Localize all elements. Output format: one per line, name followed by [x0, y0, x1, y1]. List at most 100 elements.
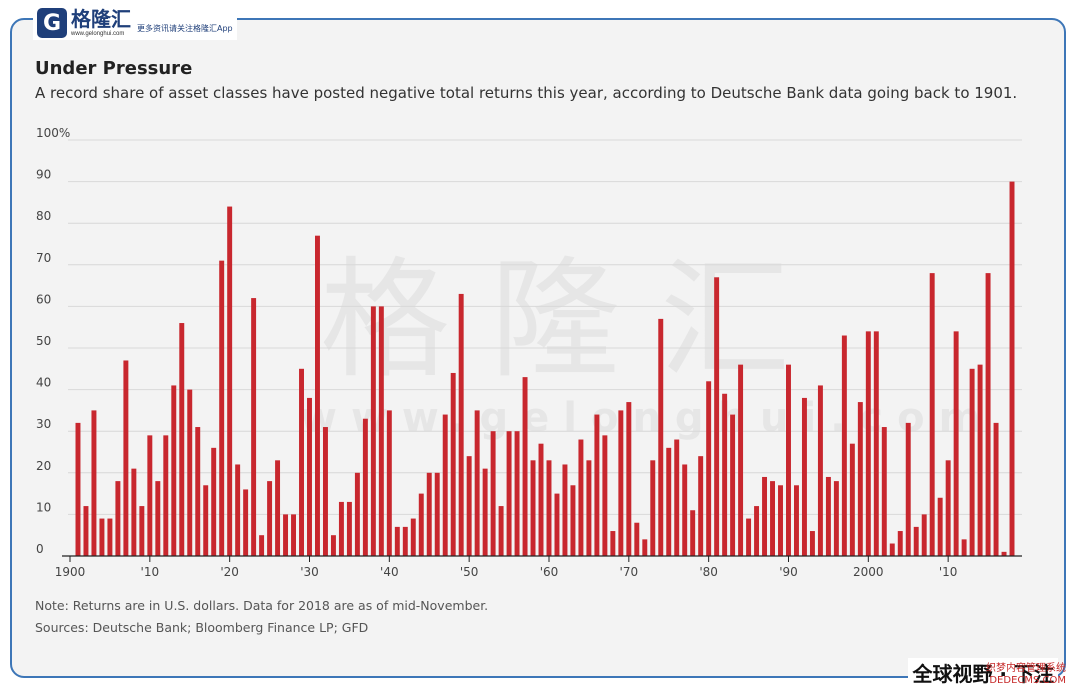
bar — [626, 402, 632, 556]
bar — [506, 431, 512, 556]
bar — [578, 439, 584, 556]
bar — [618, 410, 624, 556]
x-tick-label: '40 — [380, 565, 399, 579]
bar — [546, 460, 552, 556]
bar — [945, 460, 951, 556]
bar — [131, 468, 137, 556]
site-watermark-line-2: DEDECMS.COM — [989, 675, 1066, 686]
site-watermark: 织梦内容管理系统 DEDECMS.COM — [986, 663, 1066, 687]
bar — [219, 260, 225, 556]
bar — [921, 514, 927, 556]
bar — [211, 447, 217, 556]
y-tick-label: 90 — [36, 168, 51, 182]
y-tick-label: 50 — [36, 334, 51, 348]
bar — [833, 481, 839, 556]
bar — [402, 526, 408, 556]
bar — [434, 472, 440, 556]
footer-slogan: 全球视野 · 下注 — [908, 658, 1058, 687]
bar — [498, 506, 504, 556]
bar — [817, 385, 823, 556]
x-tick-label: '20 — [220, 565, 239, 579]
bar — [426, 472, 432, 556]
bar — [666, 447, 672, 556]
bar — [610, 531, 616, 556]
bar — [179, 323, 185, 556]
y-tick-label: 100% — [36, 126, 70, 140]
bar — [139, 506, 145, 556]
bar — [291, 514, 296, 556]
bar — [554, 493, 560, 556]
bar — [778, 485, 783, 556]
bar — [849, 443, 855, 556]
bar — [722, 393, 728, 556]
bar — [187, 389, 193, 556]
logo-url: www.gelonghui.com — [71, 31, 125, 37]
bar — [642, 539, 648, 556]
x-tick-label: '10 — [939, 565, 958, 579]
bar — [825, 476, 831, 556]
bar — [107, 518, 113, 556]
y-tick-label: 10 — [36, 500, 51, 514]
y-tick-label: 70 — [36, 251, 51, 265]
bar — [115, 481, 121, 556]
bar — [83, 506, 89, 556]
chart-note: Note: Returns are in U.S. dollars. Data … — [35, 598, 489, 613]
bar — [985, 273, 991, 556]
bar — [283, 514, 289, 556]
brand-logo: G 格隆汇 www.gelonghui.com 更多资讯请关注格隆汇App — [33, 6, 237, 40]
bar — [203, 485, 209, 556]
bar — [370, 306, 376, 556]
bar — [458, 293, 464, 556]
bar — [442, 414, 448, 556]
bar — [682, 464, 688, 556]
bar — [330, 535, 336, 556]
bar — [889, 543, 895, 556]
bar — [746, 518, 752, 556]
bar — [929, 273, 935, 556]
y-tick-label: 0 — [36, 542, 44, 556]
bar — [865, 331, 871, 556]
bar — [227, 206, 233, 556]
bar — [155, 481, 161, 556]
logo-text-group: 格隆汇 www.gelonghui.com — [71, 8, 131, 38]
bar — [977, 364, 983, 556]
bar — [1009, 181, 1015, 556]
footer-slogan-text: 全球视野 · 下注 — [912, 662, 1054, 686]
bar — [897, 531, 903, 556]
bar — [267, 481, 273, 556]
bar — [123, 360, 129, 556]
bar — [706, 381, 712, 556]
y-tick-label: 80 — [36, 209, 51, 223]
x-tick-label: '80 — [699, 565, 718, 579]
bar — [770, 481, 775, 556]
bar — [961, 539, 967, 556]
bar — [857, 402, 863, 556]
logo-mark-icon: G — [37, 8, 67, 38]
bar — [754, 506, 760, 556]
bar — [450, 372, 456, 556]
chart-source: Sources: Deutsche Bank; Bloomberg Financ… — [35, 620, 369, 635]
x-tick-label: 2000 — [853, 565, 884, 579]
bar — [378, 306, 384, 556]
bar — [195, 427, 201, 556]
bar — [841, 335, 847, 556]
x-tick-label: '70 — [620, 565, 639, 579]
bar — [163, 435, 169, 556]
bar — [738, 364, 744, 556]
bar — [147, 435, 153, 556]
bar — [418, 493, 424, 556]
bar — [602, 435, 608, 556]
bar — [338, 501, 344, 556]
bar — [346, 501, 352, 556]
bar — [299, 368, 304, 556]
bar — [650, 460, 656, 556]
bar — [594, 414, 600, 556]
bar — [354, 472, 360, 556]
bar — [243, 489, 249, 556]
bar — [809, 531, 815, 556]
chart-title: Under Pressure — [35, 58, 193, 79]
bar — [322, 427, 328, 556]
bar — [762, 476, 768, 556]
bar — [251, 298, 257, 556]
